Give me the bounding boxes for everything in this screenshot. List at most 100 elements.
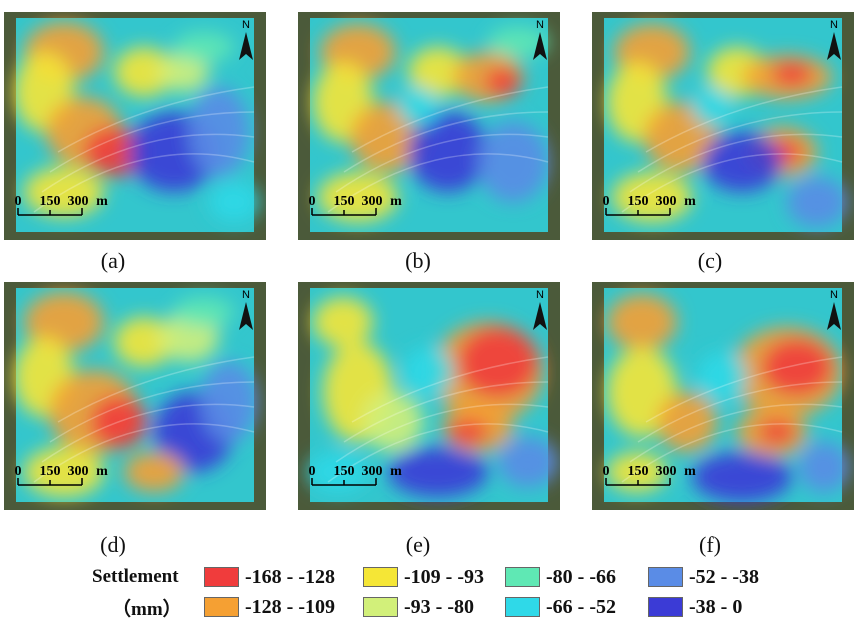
settlement-zone (772, 62, 812, 86)
terrain-line (327, 423, 549, 483)
legend-swatch (204, 597, 239, 617)
terrain-line (33, 153, 255, 213)
panel-label-d: (d) (100, 532, 126, 557)
scale-tick-label: 0 (309, 194, 316, 209)
scale-bar: 0 150 300 m (15, 194, 108, 216)
map-svg: N 0 150 300 m (592, 12, 854, 240)
scale-bar: 0 150 300 m (603, 194, 696, 216)
terrain-line (335, 403, 549, 463)
settlement-zone (458, 327, 538, 397)
settlement-zone (692, 452, 792, 502)
settlement-blobs (607, 24, 847, 227)
scale-tick-label: 150 (40, 464, 61, 479)
scale-tick-label: 300 (656, 464, 677, 479)
scale-bar: 0 150 300 m (603, 464, 696, 486)
scale-tick-label: 300 (68, 464, 89, 479)
scale-unit-label: m (684, 464, 696, 479)
terrain-line (621, 153, 843, 213)
settlement-zone (24, 447, 104, 497)
panel-label-f: (f) (699, 532, 721, 557)
legend-item: -128 - -109 (204, 596, 335, 618)
legend-item: -66 - -52 (505, 596, 616, 618)
settlement-zone (313, 297, 373, 347)
settlement-zone (398, 87, 438, 127)
settlement-zone (308, 452, 368, 492)
legend-item: -168 - -128 (204, 566, 335, 588)
legend-title: Settlement (92, 566, 179, 587)
legend-item: -80 - -66 (505, 566, 616, 588)
scale-tick-label: 0 (15, 194, 22, 209)
terrain-line (343, 111, 549, 173)
settlement-zone (702, 132, 782, 192)
settlement-zone (478, 122, 548, 202)
terrain-line (645, 356, 843, 423)
settlement-zone (762, 339, 832, 395)
settlement-zone (201, 362, 257, 442)
scale-tick-label: 150 (40, 194, 61, 209)
scale-unit-label: m (390, 194, 402, 209)
map-svg: N 0 150 300 m (592, 282, 854, 510)
terrain-line (621, 423, 843, 483)
settlement-zone (612, 172, 692, 222)
settlement-zone (607, 294, 677, 350)
legend-label: -128 - -109 (245, 595, 335, 618)
map-svg: N 0 150 300 m (4, 12, 266, 240)
terrain-line (41, 133, 255, 193)
north-label: N (242, 289, 250, 301)
terrain-line (637, 111, 843, 173)
settlement-zone (408, 112, 488, 192)
settlement-blobs (308, 297, 558, 497)
scale-tick-label: 0 (309, 464, 316, 479)
settlement-blobs (313, 24, 548, 222)
panel-label-a: (a) (100, 248, 126, 273)
legend-item: -93 - -80 (363, 596, 474, 618)
north-label: N (536, 289, 544, 301)
scale-unit-label: m (96, 194, 108, 209)
north-arrow-icon: N (533, 19, 547, 60)
scale-tick-label: 0 (603, 464, 610, 479)
legend-swatch (648, 567, 683, 587)
scale-tick-label: 300 (362, 464, 383, 479)
north-arrow-icon: N (827, 289, 841, 330)
panel-label-e: (e) (405, 532, 431, 557)
north-label: N (830, 289, 838, 301)
settlement-zone (84, 127, 144, 177)
north-label: N (536, 19, 544, 31)
north-arrow-icon: N (239, 289, 253, 330)
north-label: N (830, 19, 838, 31)
settlement-zone (403, 347, 453, 397)
legend-swatch (363, 567, 398, 587)
north-label: N (242, 19, 250, 31)
scale-tick-label: 150 (334, 464, 355, 479)
scale-tick-label: 300 (656, 194, 677, 209)
terrain-line (637, 381, 843, 443)
scale-unit-label: m (390, 464, 402, 479)
legend-swatch (505, 597, 540, 617)
settlement-zone (24, 167, 104, 217)
map-panel-b: N 0 150 300 m (298, 12, 560, 240)
settlement-zone (657, 392, 717, 452)
north-arrow-icon: N (827, 19, 841, 60)
legend-item: -52 - -38 (648, 566, 759, 588)
settlement-zone (607, 452, 667, 492)
terrain-line (343, 381, 549, 443)
settlement-zone (91, 396, 147, 448)
panel-label-c: (c) (697, 248, 723, 273)
legend-label: -52 - -38 (689, 565, 759, 588)
terrain-line (57, 356, 255, 423)
settlement-zone (174, 32, 234, 62)
legend-label: -168 - -128 (245, 565, 335, 588)
map-panel-e: N 0 150 300 m (298, 282, 560, 510)
settlement-zone (787, 177, 847, 227)
terrain-line (351, 86, 549, 153)
legend-label: -38 - 0 (689, 595, 743, 618)
scale-bar: 0 150 300 m (309, 194, 402, 216)
map-panel-c: N 0 150 300 m (592, 12, 854, 240)
scale-bar: 0 150 300 m (309, 464, 402, 486)
settlement-zone (159, 52, 209, 92)
legend-label: -109 - -93 (404, 565, 484, 588)
scale-tick-label: 0 (603, 194, 610, 209)
panel-label-b: (b) (405, 248, 431, 273)
legend-swatch (204, 567, 239, 587)
map-panel-a: N 0 150 300 m (4, 12, 266, 240)
